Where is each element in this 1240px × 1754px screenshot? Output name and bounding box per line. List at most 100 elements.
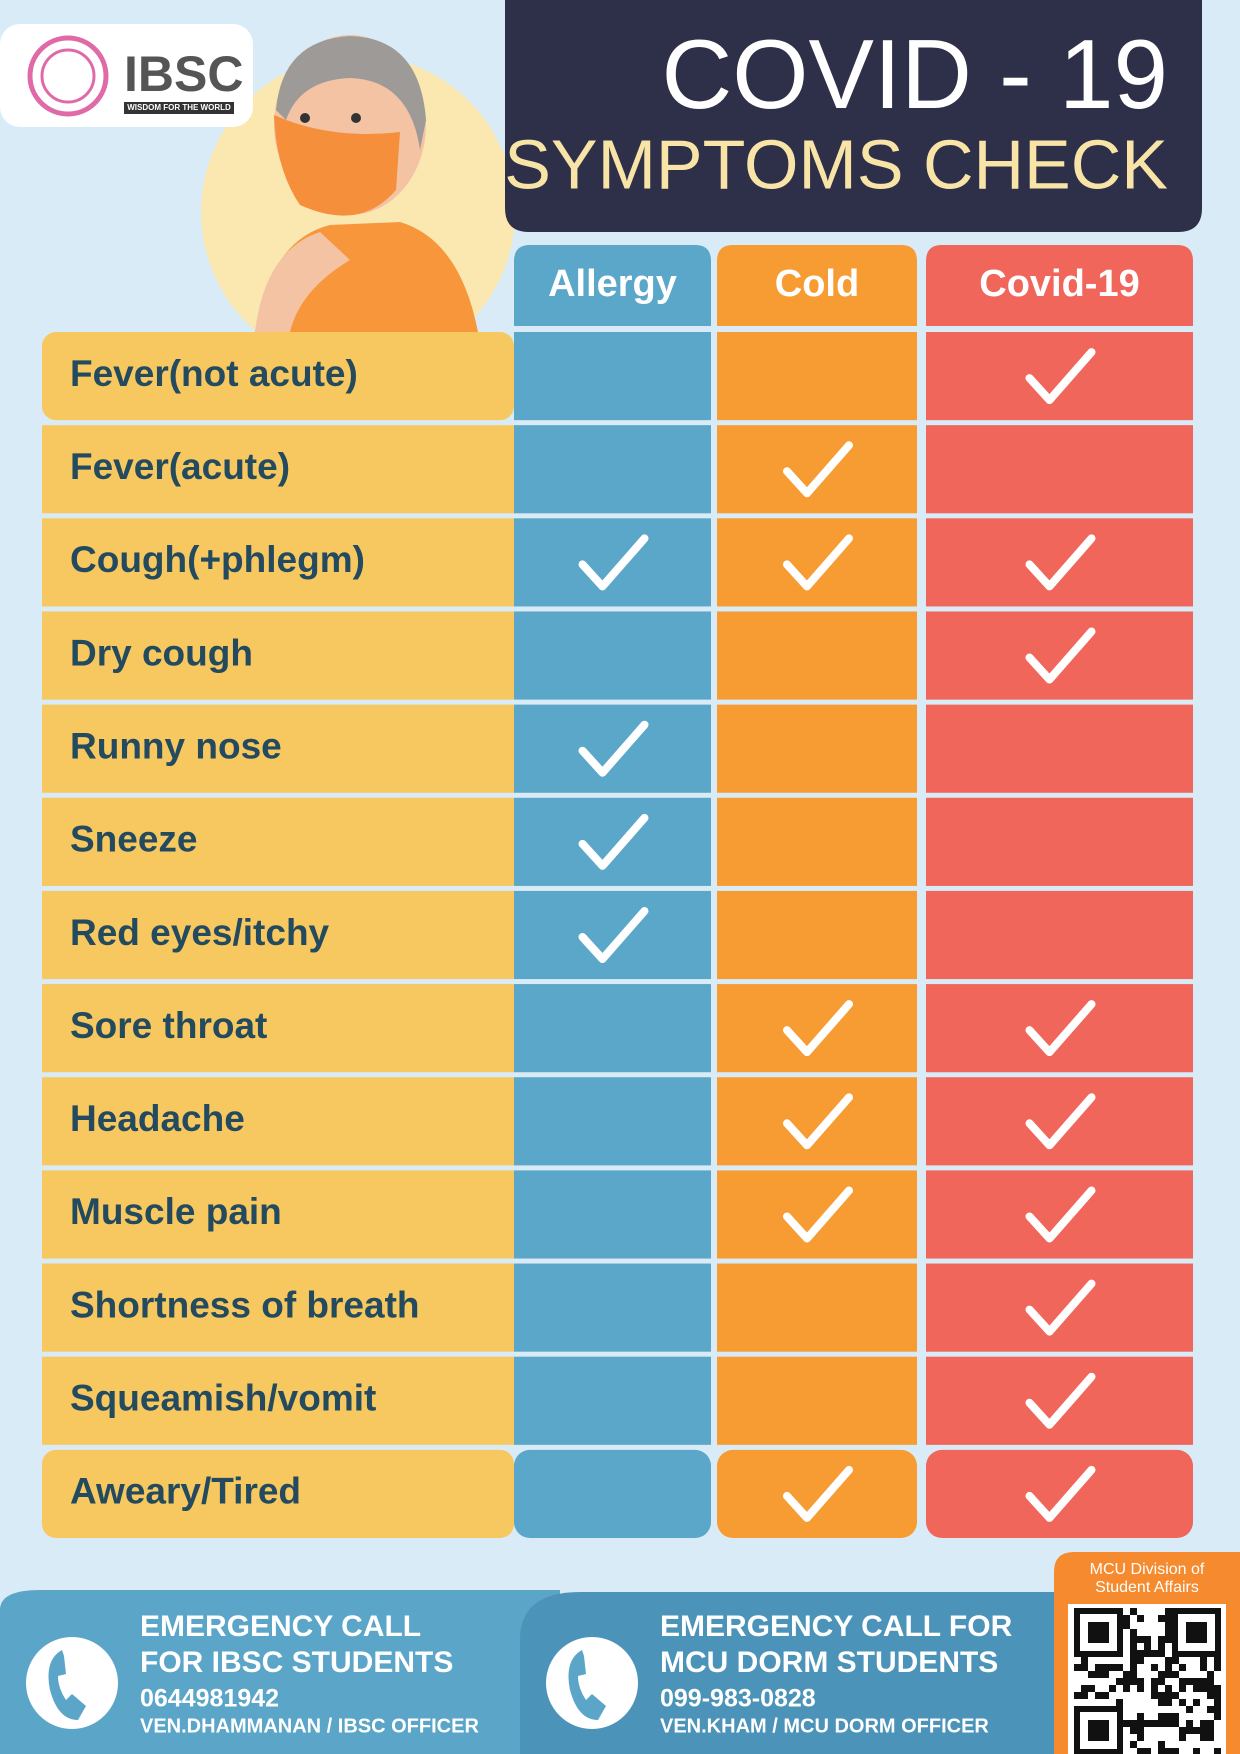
row-label: Shortness of breath: [70, 1284, 420, 1325]
qr-module: [1214, 1713, 1221, 1720]
qr-module: [1137, 1727, 1144, 1734]
qr-module: [1158, 1671, 1165, 1678]
qr-module: [1081, 1664, 1088, 1671]
qr-module: [1207, 1720, 1214, 1727]
qr-module: [1193, 1699, 1200, 1706]
qr-module: [1130, 1650, 1137, 1657]
qr-module: [1186, 1720, 1193, 1727]
qr-module: [1207, 1734, 1214, 1741]
row-label: Muscle pain: [70, 1191, 282, 1232]
qr-module: [1172, 1720, 1179, 1727]
logo-seal: [27, 35, 109, 117]
contact-phone: 099-983-0828: [660, 1685, 816, 1713]
qr-module: [1193, 1748, 1200, 1754]
qr-finder: [1074, 1706, 1123, 1754]
qr-module: [1165, 1748, 1172, 1754]
qr-module: [1088, 1671, 1095, 1678]
contact-heading: EMERGENCY CALL FOR: [660, 1610, 1013, 1643]
cell: [926, 1356, 1193, 1445]
qr-module: [1151, 1650, 1158, 1657]
qr-module: [1165, 1692, 1172, 1699]
qr-module: [1137, 1748, 1144, 1754]
contact-officer: VEN.KHAM / MCU DORM OFFICER: [660, 1715, 989, 1737]
cell: [514, 611, 711, 700]
contact-heading: EMERGENCY CALL: [140, 1610, 421, 1643]
qr-module: [1158, 1692, 1165, 1699]
qr-module: [1123, 1678, 1130, 1685]
qr-module: [1158, 1748, 1165, 1754]
cell: [717, 611, 917, 700]
qr-module: [1186, 1706, 1193, 1713]
qr-module: [1144, 1720, 1151, 1727]
cell: [717, 1263, 917, 1352]
qr-module: [1151, 1692, 1158, 1699]
qr-module: [1151, 1720, 1158, 1727]
contact-phone: 0644981942: [140, 1685, 279, 1713]
cell: [514, 1263, 711, 1352]
qr-module: [1130, 1678, 1137, 1685]
qr-caption: Student Affairs: [1095, 1579, 1199, 1596]
qr-module: [1158, 1720, 1165, 1727]
qr-module: [1137, 1713, 1144, 1720]
qr-module: [1158, 1643, 1165, 1650]
qr-module: [1102, 1692, 1109, 1699]
cell: [717, 704, 917, 793]
qr-module: [1200, 1685, 1207, 1692]
qr-module: [1179, 1678, 1186, 1685]
check-mark: [1025, 1279, 1096, 1336]
qr-module: [1207, 1692, 1214, 1699]
qr-module: [1137, 1678, 1144, 1685]
cell: [926, 332, 1193, 421]
qr-finder: [1074, 1608, 1123, 1657]
cell: [717, 890, 917, 980]
row-label-bg: [42, 518, 514, 607]
check-mark: [1025, 348, 1096, 405]
check-mark: [578, 907, 649, 963]
row-label-bg: [42, 611, 514, 700]
cell: [926, 1170, 1193, 1259]
column-header-bg: [717, 245, 917, 326]
qr-module: [1144, 1643, 1151, 1650]
check-mark: [783, 1000, 853, 1057]
qr-module: [1193, 1678, 1200, 1685]
qr-module: [1137, 1685, 1144, 1692]
check-mark: [1025, 1093, 1096, 1150]
qr-module: [1158, 1636, 1165, 1643]
footer-right: [520, 1592, 1060, 1754]
qr-module: [1144, 1650, 1151, 1657]
qr-module: [1207, 1671, 1214, 1678]
row-label: Dry cough: [70, 632, 253, 673]
cell: [514, 890, 711, 980]
footer-left: [0, 1590, 560, 1754]
row-label-bg: [42, 1356, 514, 1445]
column-header: Cold: [775, 263, 859, 305]
row-label: Fever(acute): [70, 446, 290, 487]
cell: [717, 1449, 917, 1538]
qr-finder: [1172, 1608, 1221, 1657]
cell: [717, 425, 917, 514]
cell: [926, 1263, 1193, 1352]
qr-module: [1193, 1685, 1200, 1692]
cell: [717, 1077, 917, 1166]
phone-icon-bg: [546, 1637, 638, 1729]
qr-module: [1172, 1748, 1179, 1754]
qr-module: [1123, 1615, 1130, 1622]
qr-module: [1165, 1713, 1172, 1720]
qr-module: [1137, 1657, 1144, 1664]
qr-module: [1130, 1629, 1137, 1636]
column-header-bg: [926, 245, 1193, 326]
cell: [514, 797, 711, 886]
row-label-bg: [42, 1263, 514, 1352]
monk-illustration: [255, 35, 478, 332]
qr-module: [1172, 1713, 1179, 1720]
qr-module: [1158, 1615, 1165, 1622]
check-mark: [1025, 1186, 1096, 1243]
qr-module: [1179, 1664, 1186, 1671]
qr-module: [1165, 1657, 1172, 1664]
row-label-bg: [42, 797, 514, 886]
logo-tagline-bar: [124, 102, 234, 114]
qr-module: [1186, 1727, 1193, 1734]
logo-seal-inner: [40, 48, 96, 104]
cell: [514, 1356, 711, 1445]
cell: [717, 1356, 917, 1445]
